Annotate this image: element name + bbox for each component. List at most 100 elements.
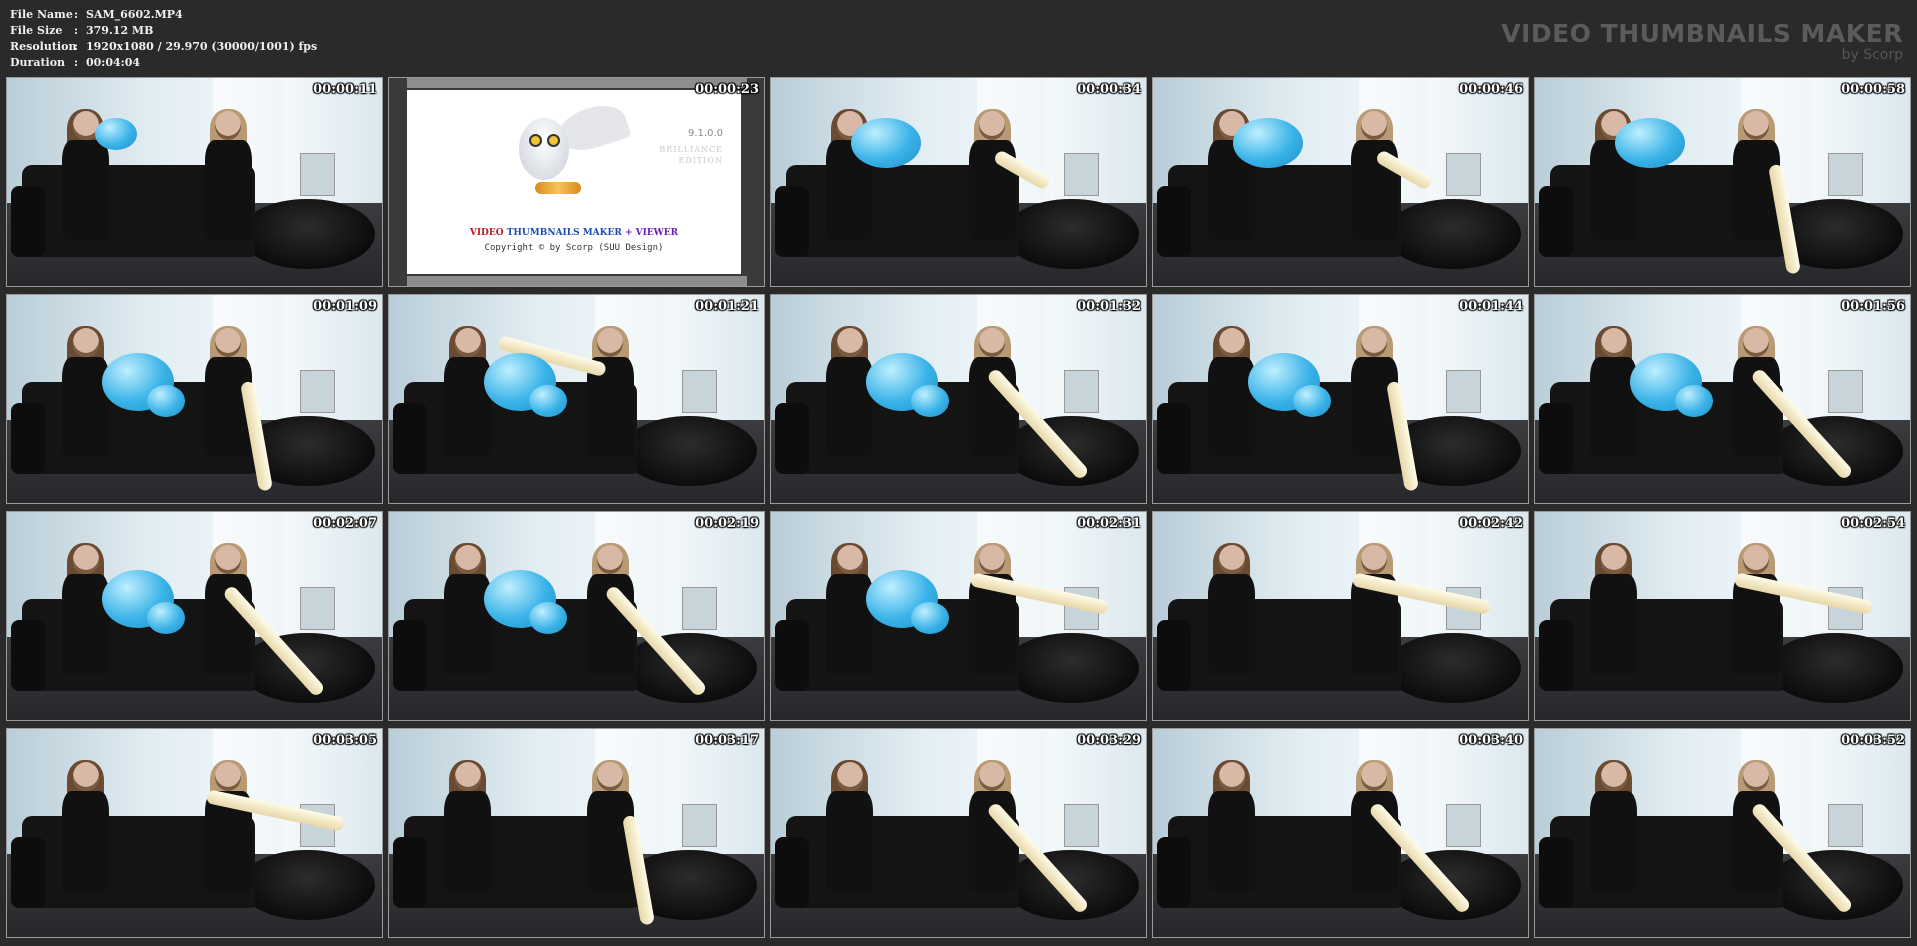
person-head	[1600, 545, 1627, 574]
person-head	[1218, 545, 1245, 574]
thumbnail[interactable]: 00:03:40	[1152, 728, 1529, 938]
person-body	[62, 790, 110, 892]
person-head	[72, 545, 99, 574]
person	[1730, 325, 1783, 458]
person-body	[444, 573, 492, 675]
blue-balloon	[851, 118, 921, 168]
splash-title-part: + VIEWER	[621, 228, 679, 238]
thumbnail[interactable]: 00:00:46	[1152, 77, 1529, 287]
thumbnail[interactable]: 00:03:17	[388, 728, 765, 938]
file-info: File Name : SAM_6602.MP4 File Size : 379…	[10, 7, 317, 71]
timestamp: 00:01:44	[1459, 299, 1523, 314]
person-head	[1361, 328, 1388, 357]
thumbnail[interactable]: 00:02:42	[1152, 511, 1529, 721]
sofa-arm	[1156, 620, 1191, 691]
video-frame	[771, 729, 1146, 937]
person-body	[1208, 356, 1256, 458]
video-frame	[1535, 729, 1910, 937]
timestamp: 00:03:40	[1459, 733, 1523, 748]
video-frame	[1153, 729, 1528, 937]
person-body	[444, 790, 492, 892]
brand-title: VIDEO THUMBNAILS MAKER	[1501, 19, 1903, 48]
blue-balloon	[147, 602, 185, 634]
person-head	[215, 111, 242, 140]
splash-card: 9.1.0.0 BRILLIANCE EDITION VIDEO THUMBNA…	[407, 90, 741, 274]
video-frame	[389, 512, 764, 720]
timestamp: 00:00:11	[313, 82, 377, 97]
person	[60, 542, 113, 675]
beanbag	[1385, 632, 1521, 704]
person-head	[1743, 545, 1770, 574]
person-body	[62, 573, 110, 675]
splash-title: VIDEO THUMBNAILS MAKER + VIEWER	[407, 228, 741, 238]
person-head	[1218, 328, 1245, 357]
sofa-arm	[392, 620, 427, 691]
person	[966, 108, 1019, 241]
person-head	[454, 762, 481, 791]
thumbnail[interactable]: 00:01:21	[388, 294, 765, 504]
timestamp: 00:01:32	[1077, 299, 1141, 314]
person	[1206, 542, 1259, 675]
thumbnail[interactable]: 00:03:52	[1534, 728, 1911, 938]
thumbnail[interactable]: 00:02:31	[770, 511, 1147, 721]
separator: :	[74, 40, 79, 53]
thumbnail[interactable]: 00:02:54	[1534, 511, 1911, 721]
thumbnail[interactable]: 00:02:19	[388, 511, 765, 721]
splash-version: 9.1.0.0	[688, 128, 723, 139]
resolution-value: 1920x1080 / 29.970 (30000/1001) fps	[86, 40, 318, 53]
video-frame	[389, 729, 764, 937]
video-frame	[1153, 78, 1528, 286]
blue-balloon	[147, 385, 185, 417]
person	[1588, 759, 1641, 892]
blue-balloon	[1675, 385, 1713, 417]
video-frame	[7, 78, 382, 286]
thumbnail[interactable]: 00:02:07	[6, 511, 383, 721]
file-info-row: File Size : 379.12 MB	[10, 23, 317, 39]
timestamp: 00:01:09	[313, 299, 377, 314]
timestamp: 00:03:52	[1841, 733, 1905, 748]
wall-frame	[1063, 369, 1100, 414]
thumbnail[interactable]: 00:00:34	[770, 77, 1147, 287]
person-head	[215, 762, 242, 791]
blue-balloon	[911, 602, 949, 634]
person	[1348, 759, 1401, 892]
thumbnail[interactable]: 00:03:05	[6, 728, 383, 938]
thumbnail[interactable]: 00:01:32	[770, 294, 1147, 504]
blue-balloon	[529, 602, 567, 634]
person	[202, 108, 255, 241]
duration-value: 00:04:04	[86, 56, 141, 69]
person-body	[1590, 573, 1638, 675]
wall-frame	[681, 369, 718, 414]
timestamp: 00:00:34	[1077, 82, 1141, 97]
thumbnail[interactable]: 9.1.0.0 BRILLIANCE EDITION VIDEO THUMBNA…	[388, 77, 765, 287]
person-body	[62, 356, 110, 458]
person	[584, 759, 637, 892]
person	[824, 325, 877, 458]
person	[824, 759, 877, 892]
blue-balloon	[1293, 385, 1331, 417]
beanbag	[239, 198, 375, 270]
duration-label: Duration	[10, 56, 66, 69]
person-head	[979, 328, 1006, 357]
thumbnail[interactable]: 00:01:56	[1534, 294, 1911, 504]
person-head	[979, 111, 1006, 140]
wall-frame	[1827, 369, 1864, 414]
person	[966, 325, 1019, 458]
thumbnail[interactable]: 00:00:58	[1534, 77, 1911, 287]
splash-border	[407, 276, 747, 286]
sofa-arm	[1538, 620, 1573, 691]
splash-edition: BRILLIANCE EDITION	[653, 144, 723, 166]
thumbnail[interactable]: 00:03:29	[770, 728, 1147, 938]
thumbnail-grid: 00:00:11 9.1.0.0 BRILLIANCE EDITION VIDE…	[6, 77, 1911, 938]
blue-balloon	[1615, 118, 1685, 168]
thumbnail[interactable]: 00:01:09	[6, 294, 383, 504]
person	[1206, 759, 1259, 892]
person-head	[454, 328, 481, 357]
person-head	[215, 328, 242, 357]
file-name-value: SAM_6602.MP4	[86, 8, 183, 21]
person	[1206, 325, 1259, 458]
sofa-arm	[392, 403, 427, 474]
thumbnail[interactable]: 00:01:44	[1152, 294, 1529, 504]
brand-subtitle: by Scorp	[1841, 47, 1903, 63]
thumbnail[interactable]: 00:00:11	[6, 77, 383, 287]
